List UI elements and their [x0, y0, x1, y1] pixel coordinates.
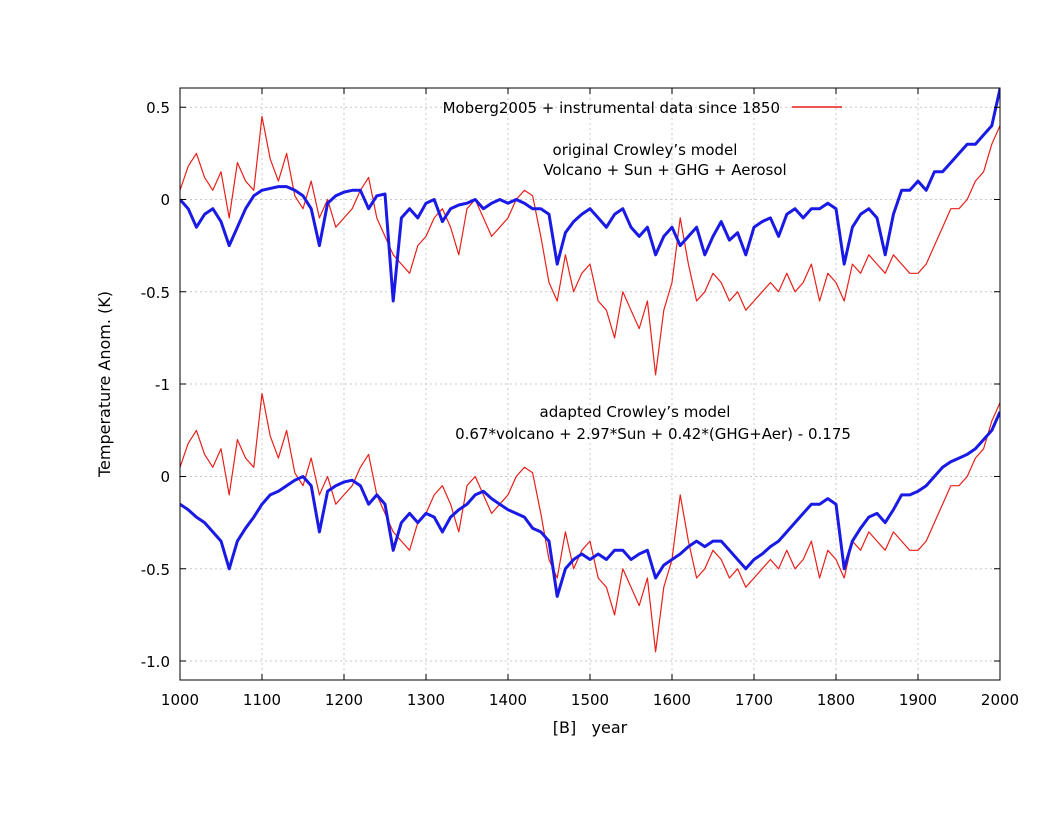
- x-tick-label: 1300: [407, 691, 445, 709]
- x-tick-label: 2000: [981, 691, 1019, 709]
- y-tick-labels-lower: 0 -0.5 -1.0: [141, 468, 170, 671]
- x-tick-label: 1200: [325, 691, 363, 709]
- x-tick-label: 1900: [899, 691, 937, 709]
- y-tick-label: -0.5: [141, 561, 170, 579]
- x-tick-label: 1600: [653, 691, 691, 709]
- y-tick-labels-upper: 0.5 0 -0.5 -1: [141, 99, 170, 394]
- y-tick-label: -0.5: [141, 284, 170, 302]
- y-tick-label: 0: [160, 191, 170, 209]
- tick-marks: [179, 88, 1001, 680]
- lower-annotation-formula: 0.67*volcano + 2.97*Sun + 0.42*(GHG+Aer)…: [455, 425, 851, 443]
- x-tick-label: 1100: [243, 691, 281, 709]
- y-tick-label: -1: [155, 376, 170, 394]
- x-tick-label: 1700: [735, 691, 773, 709]
- lower-annotation-title: adapted Crowley’s model: [540, 403, 731, 421]
- lower-model-line: [180, 411, 1000, 598]
- y-tick-label: 0: [160, 468, 170, 486]
- gridlines: [180, 88, 1000, 680]
- y-tick-label: -1.0: [141, 653, 170, 671]
- upper-moberg-line: [180, 115, 1000, 376]
- y-tick-label: 0.5: [146, 99, 170, 117]
- x-tick-label: 1400: [489, 691, 527, 709]
- x-tick-label: 1800: [817, 691, 855, 709]
- series-layer: [180, 88, 1000, 653]
- x-tick-label: 1500: [571, 691, 609, 709]
- upper-annotation-formula: Volcano + Sun + GHG + Aerosol: [543, 161, 786, 179]
- upper-annotation-title: original Crowley’s model: [553, 141, 738, 159]
- upper-model-line: [180, 88, 1000, 303]
- y-axis-label: Temperature Anom. (K): [95, 291, 114, 478]
- x-tick-labels: 1000 1100 1200 1300 1400 1500 1600 1700 …: [161, 691, 1019, 709]
- legend-label: Moberg2005 + instrumental data since 185…: [443, 99, 780, 117]
- x-axis-label: [B] year: [553, 718, 628, 737]
- lower-moberg-line: [180, 392, 1000, 653]
- x-tick-label: 1000: [161, 691, 199, 709]
- legend: Moberg2005 + instrumental data since 185…: [443, 99, 842, 117]
